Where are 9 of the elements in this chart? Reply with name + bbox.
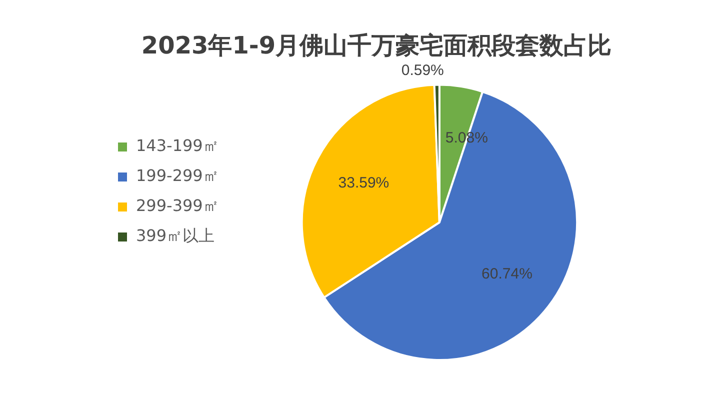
- legend-label: 399㎡以上: [136, 226, 215, 246]
- legend-label: 143-199㎡: [136, 136, 219, 156]
- data-label: 0.59%: [401, 62, 444, 79]
- chart-title: 2023年1-9月佛山千万豪宅面积段套数占比: [141, 32, 612, 60]
- data-label: 60.74%: [482, 266, 532, 283]
- data-label: 5.08%: [445, 129, 488, 146]
- legend-label: 299-399㎡: [136, 196, 219, 216]
- legend-label: 199-299㎡: [136, 166, 219, 186]
- data-label: 33.59%: [338, 174, 390, 192]
